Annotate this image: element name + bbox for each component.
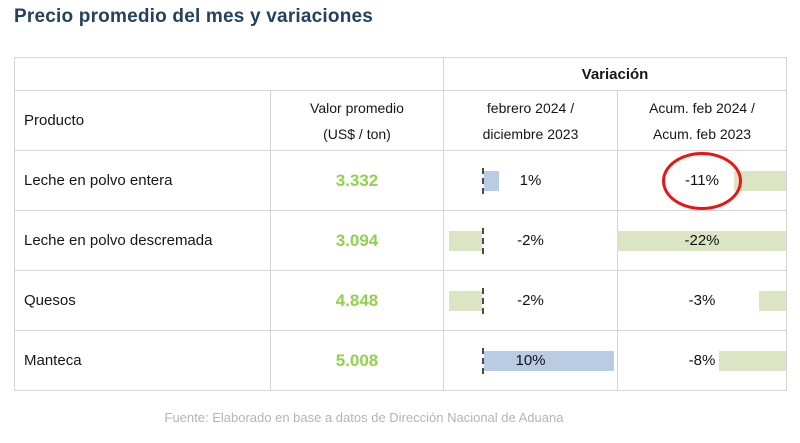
variation-accum-cell: -22%: [617, 211, 787, 271]
variation-accum-cell: -8%: [618, 331, 787, 391]
product-cell: Leche en polvo entera: [15, 151, 271, 211]
product-name: Leche en polvo entera: [24, 172, 173, 189]
avg-value-cell: 3.332: [271, 151, 444, 211]
highlight-circle: [662, 151, 742, 210]
avg-value: 5.008: [335, 350, 379, 370]
producto-header: Producto: [15, 91, 271, 151]
empty-header-cell: [15, 58, 444, 91]
price-table: Variación Producto Valor promedio (US$ /…: [14, 57, 787, 391]
variation-value: -8%: [688, 352, 716, 369]
variation-value: -2%: [517, 232, 544, 249]
zero-axis-line: [482, 347, 484, 374]
variation-bar: [734, 170, 786, 191]
variacion-header: Variación: [444, 58, 787, 91]
variation-accum-line2: Acum. feb 2023: [652, 125, 752, 142]
variation-month-line1: febrero 2024 /: [486, 99, 575, 116]
zero-axis-line: [482, 167, 484, 194]
variation-bar: [719, 350, 786, 371]
avg-value-cell: 5.008: [271, 331, 444, 391]
avg-value-cell: 3.094: [271, 211, 444, 271]
product-name: Quesos: [24, 292, 76, 309]
variation-value: -3%: [688, 292, 716, 309]
variation-bar: [449, 290, 482, 311]
variation-bar: [484, 170, 499, 191]
variation-accum-line1: Acum. feb 2024 /: [649, 99, 755, 116]
variation-month-cell: -2%: [444, 211, 618, 271]
product-name: Manteca: [24, 352, 82, 369]
valor-promedio-header: Valor promedio (US$ / ton): [271, 91, 444, 151]
zero-axis-line: [482, 287, 484, 314]
variation-accum-header: Acum. feb 2024 / Acum. feb 2023: [618, 91, 787, 151]
avg-value: 4.848: [335, 290, 379, 310]
variation-month-cell: -2%: [444, 271, 618, 331]
valor-promedio-line1: Valor promedio: [310, 99, 404, 116]
variation-month-line2: diciembre 2023: [482, 125, 579, 142]
variation-month-header: febrero 2024 / diciembre 2023: [444, 91, 618, 151]
variation-bar: [617, 230, 786, 251]
variation-bar: [449, 230, 482, 251]
variation-month-cell: 1%: [444, 151, 618, 211]
variation-value: -22%: [684, 232, 720, 249]
variation-accum-cell: -11%: [618, 151, 787, 211]
variation-accum-cell: -3%: [618, 271, 787, 331]
product-name: Leche en polvo descremada: [24, 232, 213, 249]
valor-promedio-line2: (US$ / ton): [323, 125, 391, 142]
avg-value: 3.094: [335, 230, 379, 250]
variation-bar: [484, 350, 614, 371]
product-cell: Quesos: [15, 271, 271, 331]
page-title: Precio promedio del mes y variaciones: [14, 6, 374, 27]
variation-value: -2%: [517, 292, 544, 309]
product-cell: Leche en polvo descremada: [15, 211, 271, 271]
variation-month-cell: 10%: [444, 331, 618, 391]
avg-value: 3.332: [335, 170, 379, 190]
variation-value: 10%: [515, 352, 546, 369]
source-note: Fuente: Elaborado en base a datos de Dir…: [164, 410, 564, 425]
product-cell: Manteca: [15, 331, 271, 391]
variation-value: 1%: [519, 172, 542, 189]
zero-axis-line: [482, 227, 484, 254]
variation-bar: [759, 290, 786, 311]
avg-value-cell: 4.848: [271, 271, 444, 331]
